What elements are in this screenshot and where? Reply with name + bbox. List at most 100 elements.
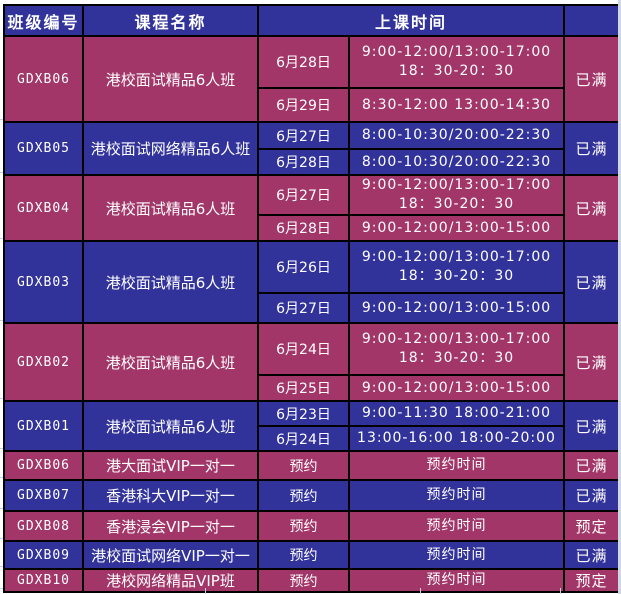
session-time-cell: 9:00-12:00/13:00-17:00 18：30-20：30: [347, 322, 566, 376]
class-id-cell: GDXB10: [3, 568, 84, 593]
session-date-cell: 6月28日: [257, 148, 350, 176]
session-time-cell: 预约时间: [347, 510, 566, 542]
schedule-row-gdxb06-session-1: GDXB06 港校面试精品6人班 6月28日 9:00-12:00/13:00-17:…: [3, 35, 621, 123]
course-name-cell: 港校面试精品6人班: [82, 240, 259, 324]
schedule-row-gdxb06: GDXB06 港大面试VIP一对一 预约 预约时间 已满: [3, 450, 621, 481]
status-cell: 预定: [563, 510, 621, 542]
session-time-cell: 9:00-12:00/13:00-15:00: [347, 214, 566, 242]
time-line: 18：30-20：30: [398, 268, 515, 284]
status-cell: 已满: [563, 540, 621, 570]
session-date-cell: 预约: [257, 568, 350, 593]
course-name-cell: 港校面试网络VIP一对一: [82, 540, 259, 570]
time-line: 13:00-16:00 18:00-20:00: [357, 430, 556, 446]
gridline-tick: [205, 588, 206, 594]
schedule-row-gdxb02-session-1: GDXB02 港校面试精品6人班 6月24日 9:00-12:00/13:00-17:…: [3, 322, 621, 402]
session-date-cell: 6月28日: [257, 214, 350, 242]
class-id-cell: GDXB07: [3, 479, 84, 512]
class-schedule-table: 班级编号 课程名称 上课时间 GDXB06 港校面试精品6人班 6月28日 9:00-…: [3, 4, 621, 593]
session-date-cell: 6月24日: [257, 322, 350, 376]
gridline-tick: [0, 398, 3, 399]
session-time-cell: 13:00-16:00 18:00-20:00: [347, 425, 566, 452]
sheet-right-margin: [618, 0, 621, 594]
session-time-cell: 9:00-12:00/13:00-17:00 18：30-20：30: [347, 174, 566, 216]
status-cell: 已满: [563, 400, 621, 452]
gridline-tick: [0, 448, 3, 449]
time-line: 8:00-10:30/20:00-22:30: [361, 153, 552, 170]
gridline-tick: [0, 566, 3, 567]
course-name-cell: 港校面试精品6人班: [82, 322, 259, 402]
course-name-cell: 香港浸会VIP一对一: [82, 510, 259, 542]
session-time-cell: 8:00-10:30/20:00-22:30: [347, 121, 566, 150]
time-line: 18：30-20：30: [398, 350, 515, 366]
time-line: 9:00-12:00/13:00-17:00: [361, 177, 552, 193]
course-name-cell: 香港科大VIP一对一: [82, 479, 259, 512]
schedule-row-gdxb03-session-2: 6月27日 9:00-12:00/13:00-15:00: [4, 292, 619, 324]
gridline-tick: [560, 588, 561, 594]
session-time-cell: 9:00-12:00/13:00-15:00: [347, 292, 566, 324]
status-cell: 已满: [563, 121, 621, 176]
time-line: 18：30-20：30: [398, 63, 515, 79]
gridline-tick: [0, 588, 3, 589]
time-line: 8:00-10:30/20:00-22:30: [361, 127, 552, 143]
time-line: 9:00-11:30 18:00-21:00: [361, 405, 552, 421]
status-cell: 已满: [563, 240, 621, 324]
schedule-row-gdxb07: GDXB07 香港科大VIP一对一 预约 预约时间 已满: [3, 479, 621, 512]
course-name-cell: 港大面试VIP一对一: [82, 450, 259, 481]
session-time-cell: 预约时间: [347, 479, 566, 512]
gridline-tick: [0, 238, 3, 239]
gridline-tick: [0, 508, 3, 509]
course-name-cell: 港校网络精品VIP班: [82, 568, 259, 593]
session-time-cell: 9:00-11:30 18:00-21:00: [347, 400, 566, 427]
session-time-cell: 预约时间: [347, 568, 566, 593]
session-date-cell: 6月25日: [257, 374, 350, 402]
schedule-row-gdxb05-session-1: GDXB05 港校面试网络精品6人班 6月27日 8:00-10:30/20:00-2…: [3, 121, 621, 176]
schedule-row-gdxb09: GDXB09 港校面试网络VIP一对一 预约 预约时间 已满: [3, 540, 621, 570]
class-id-cell: GDXB09: [3, 540, 84, 570]
class-id-cell: GDXB02: [3, 322, 84, 402]
class-id-column-header: 班级编号: [3, 4, 84, 37]
session-time-cell: 9:00-12:00/13:00-17:00 18：30-20：30: [347, 240, 566, 294]
schedule-row-gdxb01-session-1: GDXB01 港校面试精品6人班 6月23日 9:00-11:30 18:00-21:…: [3, 400, 621, 452]
status-cell: 预定: [563, 568, 621, 593]
time-line: 9:00-12:00/13:00-17:00: [361, 331, 552, 347]
session-date-cell: 预约: [257, 510, 350, 542]
gridline-tick: [0, 477, 3, 478]
gridline-tick: [420, 588, 421, 594]
course-name-cell: 港校面试精品6人班: [82, 400, 259, 452]
session-date-cell: 6月27日: [257, 121, 350, 150]
class-id-cell: GDXB03: [3, 240, 84, 324]
session-date-cell: 预约: [257, 479, 350, 512]
class-id-cell: GDXB05: [3, 121, 84, 176]
course-name-cell: 港校面试精品6人班: [82, 174, 259, 242]
class-id-cell: GDXB06: [3, 450, 84, 481]
status-cell: 已满: [563, 479, 621, 512]
gridline-tick: [0, 172, 3, 173]
course-name-column-header: 课程名称: [82, 4, 259, 37]
time-line: 9:00-12:00/13:00-17:00: [361, 249, 552, 265]
gridline-tick: [0, 119, 3, 120]
session-time-cell: 9:00-12:00/13:00-17:00 18：30-20：30: [347, 35, 566, 89]
session-date-cell: 6月27日: [257, 292, 350, 324]
schedule-row-gdxb02-session-2: 6月25日 9:00-12:00/13:00-15:00: [4, 374, 619, 402]
class-id-cell: GDXB01: [3, 400, 84, 452]
course-name-cell: 港校面试网络精品6人班: [82, 121, 259, 176]
time-line: 9:00-12:00/13:00-15:00: [361, 379, 552, 396]
class-time-column-header: 上课时间: [256, 4, 566, 37]
session-time-cell: 9:00-12:00/13:00-15:00: [347, 374, 566, 402]
status-cell: 已满: [563, 322, 621, 402]
session-date-cell: 6月26日: [257, 240, 350, 294]
session-time-cell: 8:00-10:30/20:00-22:30: [347, 148, 566, 176]
schedule-row-gdxb05-session-2: 6月28日 8:00-10:30/20:00-22:30: [4, 148, 619, 176]
schedule-row-gdxb06-session-2: 6月29日 8:30-12:00 13:00-14:30: [4, 87, 619, 123]
time-line: 9:00-12:00/13:00-17:00: [361, 44, 552, 60]
session-date-cell: 6月28日: [257, 35, 350, 89]
session-date-cell: 预约: [257, 450, 350, 481]
schedule-row-gdxb08: GDXB08 香港浸会VIP一对一 预约 预约时间 预定: [3, 510, 621, 542]
status-cell: 已满: [563, 450, 621, 481]
gridline-tick: [0, 320, 3, 321]
schedule-row-gdxb04-session-1: GDXB04 港校面试精品6人班 6月27日 9:00-12:00/13:00-17:…: [3, 174, 621, 242]
session-date-cell: 6月29日: [257, 87, 350, 123]
course-name-cell: 港校面试精品6人班: [82, 35, 259, 123]
schedule-row-gdxb01-session-2: 6月24日 13:00-16:00 18:00-20:00: [4, 425, 619, 452]
time-line: 9:00-12:00/13:00-15:00: [361, 219, 552, 236]
